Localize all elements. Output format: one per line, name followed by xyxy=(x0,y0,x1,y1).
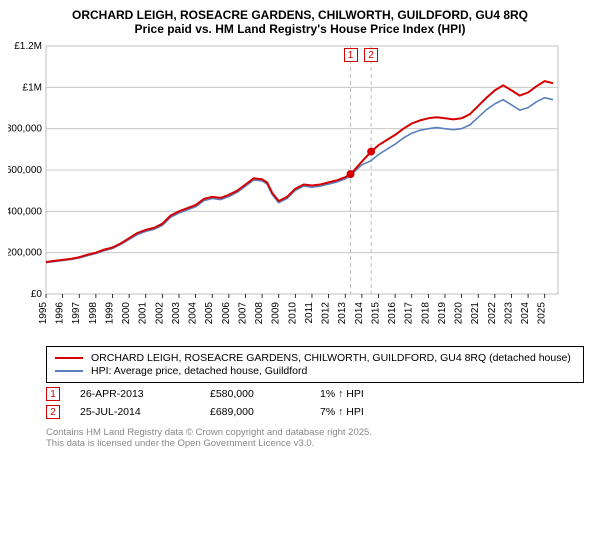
legend: ORCHARD LEIGH, ROSEACRE GARDENS, CHILWOR… xyxy=(46,346,584,383)
legend-label: HPI: Average price, detached house, Guil… xyxy=(91,365,307,377)
sale-marker-badge: 1 xyxy=(344,48,358,62)
callout-pct: 7% ↑ HPI xyxy=(320,406,364,418)
line-chart: £0 £200,000 £400,000 £600,000 £800,000 £1M £1.… xyxy=(8,40,568,340)
footnote-line2: This data is licensed under the Open Gov… xyxy=(46,438,584,449)
legend-label: ORCHARD LEIGH, ROSEACRE GARDENS, CHILWOR… xyxy=(91,352,571,364)
svg-text:1997: 1997 xyxy=(71,302,82,325)
legend-swatch xyxy=(55,357,83,359)
svg-text:£0: £0 xyxy=(31,289,43,300)
footnote: Contains HM Land Registry data © Crown c… xyxy=(46,427,584,449)
svg-text:2006: 2006 xyxy=(221,302,232,325)
callout-row: 2 25-JUL-2014£689,0007% ↑ HPI xyxy=(46,405,584,419)
svg-text:2015: 2015 xyxy=(370,302,381,325)
callout-price: £580,000 xyxy=(210,388,320,400)
svg-text:1998: 1998 xyxy=(88,302,99,325)
svg-text:1996: 1996 xyxy=(55,302,66,325)
svg-text:2020: 2020 xyxy=(454,302,465,325)
svg-text:2004: 2004 xyxy=(188,302,199,325)
svg-text:2016: 2016 xyxy=(387,302,398,325)
chart-container: £0 £200,000 £400,000 £600,000 £800,000 £1M £1.… xyxy=(8,40,592,340)
svg-text:£1M: £1M xyxy=(23,82,42,93)
callout-pct: 1% ↑ HPI xyxy=(320,388,364,400)
svg-text:2013: 2013 xyxy=(337,302,348,325)
svg-text:2012: 2012 xyxy=(321,302,332,325)
callout-badge: 1 xyxy=(46,387,60,401)
svg-text:2007: 2007 xyxy=(237,302,248,325)
svg-text:2019: 2019 xyxy=(437,302,448,325)
callout-date: 25-JUL-2014 xyxy=(80,406,210,418)
callout-badge: 2 xyxy=(46,405,60,419)
legend-row: ORCHARD LEIGH, ROSEACRE GARDENS, CHILWOR… xyxy=(55,352,575,364)
svg-text:2001: 2001 xyxy=(138,302,149,325)
svg-text:1999: 1999 xyxy=(104,302,115,325)
svg-text:2023: 2023 xyxy=(503,302,514,325)
svg-text:2014: 2014 xyxy=(354,302,365,325)
svg-text:2010: 2010 xyxy=(287,302,298,325)
svg-text:£200,000: £200,000 xyxy=(8,248,42,259)
svg-text:2011: 2011 xyxy=(304,302,315,324)
svg-text:2005: 2005 xyxy=(204,302,215,325)
footnote-line1: Contains HM Land Registry data © Crown c… xyxy=(46,427,584,438)
svg-text:£600,000: £600,000 xyxy=(8,165,42,176)
sale-marker-badge: 2 xyxy=(364,48,378,62)
svg-text:£400,000: £400,000 xyxy=(8,206,42,217)
callout-price: £689,000 xyxy=(210,406,320,418)
callout-date: 26-APR-2013 xyxy=(80,388,210,400)
title-line1: ORCHARD LEIGH, ROSEACRE GARDENS, CHILWOR… xyxy=(8,8,592,22)
svg-text:1995: 1995 xyxy=(38,302,49,325)
svg-text:2000: 2000 xyxy=(121,302,132,325)
svg-text:2003: 2003 xyxy=(171,302,182,325)
svg-text:2008: 2008 xyxy=(254,302,265,325)
svg-text:2022: 2022 xyxy=(487,302,498,325)
svg-text:2009: 2009 xyxy=(271,302,282,325)
svg-text:2017: 2017 xyxy=(404,302,415,325)
svg-text:2018: 2018 xyxy=(420,302,431,325)
svg-text:2002: 2002 xyxy=(154,302,165,325)
svg-text:2024: 2024 xyxy=(520,302,531,325)
callout-row: 1 26-APR-2013£580,0001% ↑ HPI xyxy=(46,387,584,401)
legend-row: HPI: Average price, detached house, Guil… xyxy=(55,365,575,377)
svg-text:£1.2M: £1.2M xyxy=(14,41,42,52)
legend-swatch xyxy=(55,370,83,372)
svg-text:£800,000: £800,000 xyxy=(8,124,42,135)
title-line2: Price paid vs. HM Land Registry's House … xyxy=(8,22,592,36)
svg-text:2025: 2025 xyxy=(537,302,548,325)
callouts: 1 26-APR-2013£580,0001% ↑ HPI 2 25-JUL-2014… xyxy=(46,387,584,419)
svg-text:2021: 2021 xyxy=(470,302,481,325)
